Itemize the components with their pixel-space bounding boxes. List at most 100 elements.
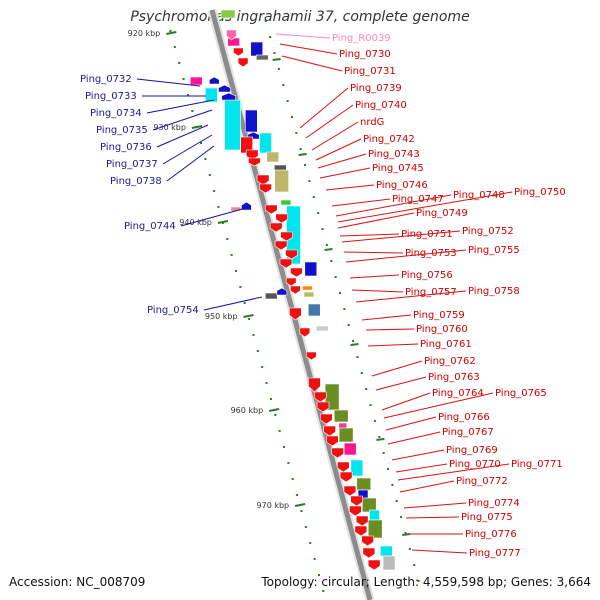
gene-block[interactable] <box>264 292 278 300</box>
gene-label[interactable]: Ping_0747 <box>392 194 444 205</box>
gene-arrow[interactable] <box>285 249 298 260</box>
gene-arrow[interactable] <box>289 307 302 321</box>
gene-label[interactable]: Ping_0748 <box>453 190 505 201</box>
gene-arrow-up[interactable] <box>241 201 252 211</box>
gene-label[interactable]: Ping_0745 <box>372 163 424 174</box>
gene-arrow[interactable] <box>248 157 261 167</box>
gene-block[interactable] <box>315 325 329 332</box>
gene-label[interactable]: Ping_0749 <box>416 208 468 219</box>
gene-arrow[interactable] <box>362 547 376 559</box>
gene-block[interactable] <box>380 545 393 557</box>
gene-label[interactable]: Ping_0750 <box>514 187 566 198</box>
gene-label[interactable]: nrdG <box>360 117 384 128</box>
gene-label[interactable]: Ping_0746 <box>376 180 428 191</box>
gene-arrow[interactable] <box>259 183 272 194</box>
gene-arrow[interactable] <box>354 525 368 537</box>
gene-label[interactable]: Ping_0755 <box>468 245 520 256</box>
gene-arrow[interactable] <box>280 231 293 242</box>
rna-label[interactable]: Ping_R0039 <box>332 33 391 44</box>
gene-label[interactable]: Ping_0744 <box>124 221 176 232</box>
gene-label[interactable]: Ping_0763 <box>428 372 480 383</box>
gene-block[interactable] <box>259 132 272 154</box>
gene-arrow[interactable] <box>290 285 301 295</box>
gene-arrow[interactable] <box>343 485 357 497</box>
gene-block[interactable] <box>343 442 357 456</box>
gene-block[interactable] <box>189 76 203 86</box>
gene-label[interactable]: Ping_0731 <box>344 66 396 77</box>
gene-block[interactable] <box>255 54 269 61</box>
gene-label[interactable]: Ping_0775 <box>461 512 513 523</box>
gene-arrow[interactable] <box>226 29 237 41</box>
gene-arrow[interactable] <box>279 258 293 269</box>
gene-arrow[interactable] <box>337 461 350 473</box>
gene-arrow[interactable] <box>361 535 374 547</box>
gene-arrow[interactable] <box>306 351 317 361</box>
gene-arrow[interactable] <box>256 174 270 186</box>
gene-label[interactable]: Ping_0740 <box>355 100 407 111</box>
gene-arrow[interactable] <box>313 391 327 403</box>
gene-arrow[interactable] <box>299 327 311 338</box>
gene-label[interactable]: Ping_0732 <box>80 74 132 85</box>
gene-arrow-up[interactable] <box>208 76 220 85</box>
gene-block[interactable] <box>204 87 218 103</box>
gene-label[interactable]: Ping_0770 <box>449 459 501 470</box>
gene-arrow[interactable] <box>290 267 303 278</box>
gene-label[interactable]: Ping_0757 <box>405 287 457 298</box>
gene-label[interactable]: Ping_0742 <box>363 134 415 145</box>
gene-label[interactable]: Ping_0769 <box>446 445 498 456</box>
gene-block[interactable] <box>350 459 364 477</box>
gene-label[interactable]: Ping_0764 <box>432 388 484 399</box>
gene-block[interactable] <box>250 41 264 57</box>
gene-block[interactable] <box>338 427 354 443</box>
gene-label[interactable]: Ping_0752 <box>462 226 514 237</box>
gene-arrow[interactable] <box>349 505 362 517</box>
gene-label[interactable]: Ping_0772 <box>456 476 508 487</box>
gene-arrow-up[interactable] <box>221 92 236 101</box>
gene-label[interactable]: Ping_0771 <box>511 459 563 470</box>
gene-arrow-up[interactable] <box>218 84 231 93</box>
gene-block[interactable] <box>302 285 313 291</box>
gene-block[interactable] <box>356 477 372 491</box>
gene-arrow[interactable] <box>331 447 344 459</box>
gene-block[interactable] <box>245 109 258 133</box>
gene-label[interactable]: Ping_0760 <box>416 324 468 335</box>
gene-arrow[interactable] <box>274 240 288 251</box>
gene-label[interactable]: Ping_0735 <box>96 125 148 136</box>
gene-label[interactable]: Ping_0736 <box>100 142 152 153</box>
gene-label[interactable]: Ping_0738 <box>110 176 162 187</box>
gene-block[interactable] <box>224 99 241 151</box>
gene-arrow[interactable] <box>355 515 369 527</box>
gene-label[interactable]: Ping_0766 <box>438 412 490 423</box>
gene-arrow[interactable] <box>339 471 353 483</box>
gene-label[interactable]: Ping_0761 <box>420 339 472 350</box>
gene-block[interactable] <box>333 409 349 423</box>
gene-label[interactable]: Ping_0733 <box>85 91 137 102</box>
gene-label[interactable]: Ping_0777 <box>469 548 521 559</box>
gene-block[interactable] <box>307 303 321 317</box>
gene-arrow[interactable] <box>285 277 297 287</box>
gene-label[interactable]: Ping_0765 <box>495 388 547 399</box>
gene-block[interactable] <box>303 291 315 298</box>
gene-arrow[interactable] <box>319 413 333 425</box>
gene-arrow[interactable] <box>325 435 339 447</box>
gene-arrow[interactable] <box>350 495 363 507</box>
gene-label[interactable]: Ping_0754 <box>147 305 199 316</box>
gene-arrow[interactable] <box>264 204 278 215</box>
gene-label[interactable]: Ping_0767 <box>442 427 494 438</box>
gene-arrow[interactable] <box>316 401 330 413</box>
gene-label[interactable]: Ping_0734 <box>90 108 142 119</box>
gene-label[interactable]: Ping_0762 <box>424 356 476 367</box>
gene-arrow[interactable] <box>269 222 283 233</box>
gene-arrow-up[interactable] <box>276 287 288 296</box>
gene-block[interactable] <box>266 151 280 163</box>
gene-block[interactable] <box>274 169 289 193</box>
gene-block[interactable] <box>304 261 318 277</box>
gene-label[interactable]: Ping_0730 <box>339 49 391 60</box>
gene-arrow[interactable] <box>367 559 381 571</box>
gene-label[interactable]: Ping_0776 <box>465 529 517 540</box>
gene-arrow[interactable] <box>308 377 321 393</box>
gene-label[interactable]: Ping_0759 <box>413 310 465 321</box>
gene-block[interactable] <box>227 37 240 47</box>
gene-block[interactable] <box>369 509 380 521</box>
